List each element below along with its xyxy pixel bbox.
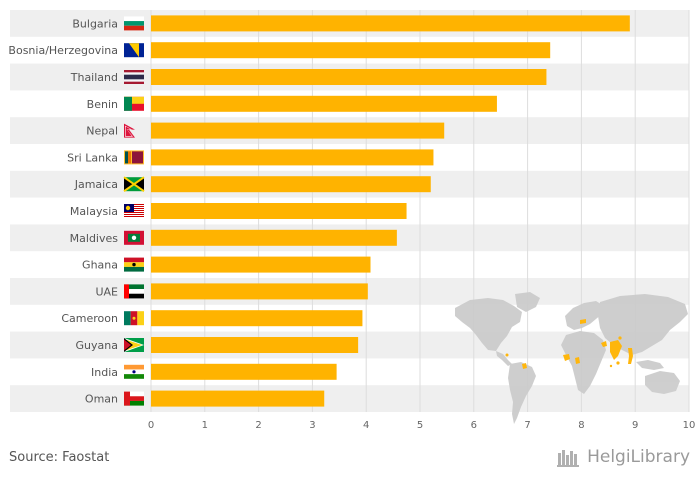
brand-logo[interactable]: HelgiLibrary <box>557 447 690 467</box>
nepal-flag <box>124 123 135 138</box>
category-label: Malaysia <box>70 205 118 218</box>
malaysia-flag <box>124 204 144 218</box>
bar <box>151 256 371 273</box>
bar <box>151 122 445 139</box>
jamaica-flag <box>123 176 145 193</box>
bar <box>151 337 359 353</box>
bar <box>151 15 630 32</box>
bosnia-flag <box>124 43 144 58</box>
flags <box>123 16 145 406</box>
category-label: Oman <box>85 393 118 406</box>
x-tick-label: 7 <box>524 420 530 431</box>
india-flag <box>124 364 144 379</box>
map-europe <box>565 301 604 330</box>
x-axis-ticks: 0 1 2 3 4 5 6 7 8 9 10 <box>148 420 696 431</box>
x-tick-label: 4 <box>363 420 369 431</box>
category-label: UAE <box>95 285 118 298</box>
source-note: Source: Faostat <box>9 450 110 465</box>
x-tick-label: 8 <box>578 420 584 431</box>
bar <box>151 69 547 85</box>
bars <box>151 15 630 407</box>
map-guyana <box>522 363 527 369</box>
x-tick-label: 3 <box>309 420 315 431</box>
x-tick-label: 9 <box>632 420 638 431</box>
world-map <box>455 292 688 424</box>
map-north-america <box>455 298 522 351</box>
bar <box>151 363 337 380</box>
bar <box>151 283 368 300</box>
x-tick-label: 1 <box>202 420 208 431</box>
category-label: Guyana <box>76 339 118 352</box>
bar <box>151 95 497 112</box>
x-tick-label: 10 <box>683 420 696 431</box>
map-bulgaria-bosnia <box>580 319 586 324</box>
category-label: Cameroon <box>61 312 118 325</box>
map-se-asia <box>636 360 664 370</box>
bulgaria-flag <box>124 16 144 31</box>
library-icon <box>557 450 580 467</box>
bar <box>151 310 363 327</box>
category-label: Benin <box>87 98 118 111</box>
map-west-africa <box>563 354 570 361</box>
brand-name: HelgiLibrary <box>587 447 690 467</box>
category-label: Ghana <box>82 259 118 272</box>
x-tick-label: 5 <box>417 420 423 431</box>
map-asia <box>598 294 688 355</box>
bar <box>151 149 434 166</box>
bar <box>151 203 407 219</box>
oman-flag <box>124 391 144 406</box>
benin-flag <box>124 96 144 111</box>
category-label: Nepal <box>86 125 118 138</box>
cameroon-flag <box>124 311 144 326</box>
category-label: Bulgaria <box>72 17 118 30</box>
x-tick-label: 0 <box>148 420 154 431</box>
category-label: Jamaica <box>74 178 118 191</box>
map-australia <box>645 371 680 394</box>
category-label: India <box>91 366 118 379</box>
x-tick-label: 2 <box>255 420 261 431</box>
map-maldives <box>609 364 613 368</box>
sri-lanka-flag <box>124 150 144 165</box>
map-central-america <box>496 351 512 366</box>
category-labels: Bulgaria Bosnia/Herzegovina Thailand Benin N… <box>8 17 118 405</box>
map-cameroon <box>575 357 580 364</box>
bar <box>151 229 397 246</box>
map-arabia <box>601 341 607 347</box>
maldives-flag <box>124 230 144 245</box>
map-sri-lanka <box>616 361 620 365</box>
map-nepal <box>618 336 622 340</box>
map-south-america <box>508 362 536 424</box>
ghana-flag <box>124 257 144 272</box>
bar <box>151 176 431 193</box>
map-thailand-malaysia <box>628 348 633 364</box>
thailand-flag <box>124 70 144 84</box>
map-jamaica <box>505 353 509 357</box>
map-africa <box>561 331 606 394</box>
category-label: Thailand <box>70 71 118 84</box>
map-india <box>610 340 622 360</box>
map-greenland <box>515 292 540 312</box>
category-label: Maldives <box>70 232 119 245</box>
category-label: Bosnia/Herzegovina <box>8 44 118 57</box>
category-label: Sri Lanka <box>67 151 118 164</box>
x-tick-label: 6 <box>471 420 477 431</box>
guyana-flag <box>124 338 144 352</box>
row-band <box>10 385 689 412</box>
bar <box>151 42 551 59</box>
bar <box>151 390 325 407</box>
uae-flag <box>124 284 144 299</box>
